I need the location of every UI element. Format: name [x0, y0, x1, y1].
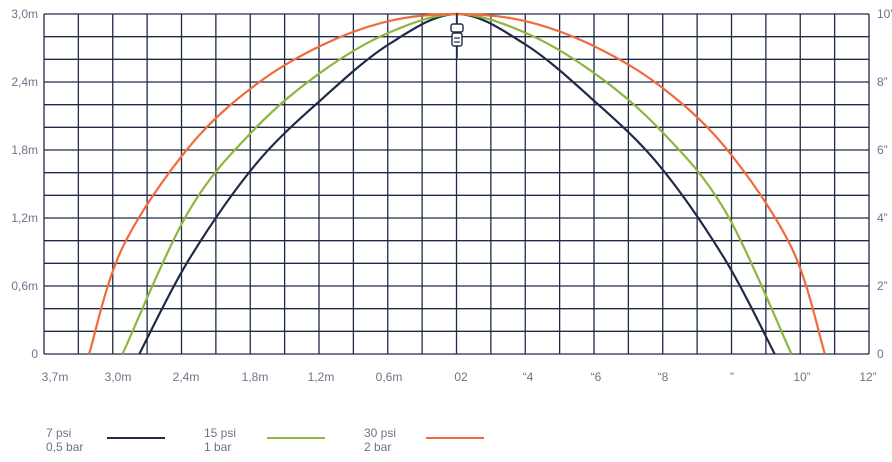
y-axis-left-ticks: 0 0,6m 1,2m 1,8m 2,4m 3,0m — [11, 7, 38, 361]
y-left-tick-label: 1,8m — [11, 143, 38, 157]
y-right-tick-label: 8” — [877, 75, 888, 89]
x-tick-label: “4 — [523, 370, 534, 384]
y-right-tick-label: 4” — [877, 211, 888, 225]
x-tick-label: ” — [730, 370, 734, 384]
y-left-tick-label: 0 — [31, 347, 38, 361]
x-axis-ticks: 3,7m 3,0m 2,4m 1,8m 1,2m 0,6m 02 “4 “6 “8 ” 10” 12” — [42, 370, 877, 384]
y-right-tick-label: 0 — [877, 347, 884, 361]
legend-swatch — [426, 437, 484, 439]
x-tick-label: 12” — [859, 370, 876, 384]
legend-item-3: 30 psi 2 bar — [364, 426, 484, 454]
x-tick-label: 10” — [793, 370, 810, 384]
x-tick-label: 3,7m — [42, 370, 69, 384]
x-tick-label: “8 — [658, 370, 669, 384]
y-left-tick-label: 2,4m — [11, 75, 38, 89]
legend-bar-label: 1 bar — [204, 440, 232, 454]
x-tick-label: “6 — [591, 370, 602, 384]
x-tick-label: 3,0m — [105, 370, 132, 384]
x-tick-label: 2,4m — [173, 370, 200, 384]
y-left-tick-label: 0,6m — [11, 279, 38, 293]
legend-psi-label: 15 psi — [204, 426, 237, 440]
legend-psi-label: 30 psi — [364, 426, 397, 440]
legend-bar-label: 2 bar — [364, 440, 392, 454]
y-left-tick-label: 1,2m — [11, 211, 38, 225]
x-tick-label: 1,8m — [242, 370, 269, 384]
legend-item-1: 7 psi 0,5 bar — [46, 426, 165, 454]
legend-psi-label: 7 psi — [46, 426, 72, 440]
y-left-tick-label: 3,0m — [11, 7, 38, 21]
legend-swatch — [107, 437, 165, 439]
sprinkler-icon — [450, 13, 464, 58]
y-right-tick-label: 6” — [877, 143, 888, 157]
chart-grid — [43, 13, 870, 355]
chart-legend: 7 psi 0,5 bar 15 psi 1 bar 30 psi 2 bar — [0, 426, 892, 462]
y-axis-right-ticks: 0 2” 4” 6” 8” 10” — [877, 7, 892, 361]
y-right-tick-label: 2” — [877, 279, 888, 293]
x-tick-label: 0,6m — [376, 370, 403, 384]
x-tick-label: 02 — [454, 370, 468, 384]
legend-bar-label: 0,5 bar — [46, 440, 84, 454]
y-right-tick-label: 10” — [877, 7, 892, 21]
legend-swatch — [267, 437, 325, 439]
x-tick-label: 1,2m — [308, 370, 335, 384]
legend-item-2: 15 psi 1 bar — [204, 426, 325, 454]
